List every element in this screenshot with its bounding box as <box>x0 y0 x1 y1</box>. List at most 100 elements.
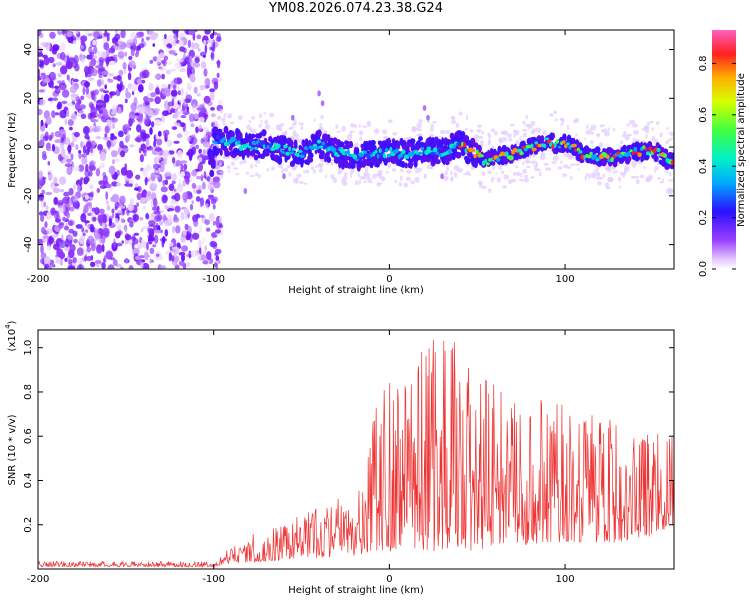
noise-blob <box>62 216 67 222</box>
noise-blob <box>66 166 73 176</box>
noise-blob <box>149 247 155 254</box>
noise-blob <box>63 137 71 145</box>
noise-blob <box>95 168 101 177</box>
ridge-core <box>382 152 387 159</box>
ridge-core <box>376 153 380 159</box>
noise-blob <box>177 150 183 159</box>
noise-blob <box>185 94 193 102</box>
noise-blob <box>205 203 209 208</box>
halo-blob <box>237 115 243 121</box>
halo-blob <box>271 166 275 171</box>
noise-blob <box>38 108 43 116</box>
halo-blob <box>624 165 630 169</box>
noise-blob <box>152 43 156 47</box>
halo-blob <box>589 128 593 131</box>
ridge-core <box>289 151 294 155</box>
halo-blob <box>336 130 341 133</box>
noise-blob <box>127 72 132 81</box>
noise-blob <box>83 66 91 75</box>
noise-blob <box>96 244 103 254</box>
noise-blob <box>105 191 109 200</box>
halo-blob <box>450 119 457 125</box>
halo-blob <box>469 129 474 132</box>
halo-blob <box>525 114 528 120</box>
halo-blob <box>453 172 458 178</box>
halo-blob <box>440 129 446 135</box>
noise-blob <box>190 250 198 257</box>
noise-blob <box>43 56 50 66</box>
noise-blob <box>91 58 97 67</box>
noise-blob <box>144 251 149 261</box>
band-blob <box>217 128 223 134</box>
noise-blob <box>170 89 178 97</box>
band-blob <box>229 130 235 139</box>
spike-blob <box>320 100 325 107</box>
spike-blob <box>243 188 248 194</box>
noise-blob <box>83 125 90 135</box>
halo-blob <box>358 179 361 185</box>
noise-blob <box>200 174 204 182</box>
halo-blob <box>405 176 412 181</box>
noise-blob <box>86 202 91 207</box>
halo-blob <box>357 173 360 178</box>
halo-blob <box>519 136 522 142</box>
noise-blob <box>39 61 45 69</box>
noise-blob <box>66 31 73 38</box>
noise-blob <box>122 123 130 133</box>
halo-blob <box>333 177 337 184</box>
halo-blob <box>653 169 656 173</box>
noise-blob <box>154 169 160 174</box>
ridge-core <box>456 142 461 146</box>
noise-blob <box>134 137 142 143</box>
noise-blob <box>196 175 201 180</box>
halo-blob <box>215 164 220 170</box>
halo-blob <box>612 128 616 132</box>
halo-blob <box>443 176 449 181</box>
noise-blob <box>203 126 208 131</box>
snr-frame <box>37 329 675 570</box>
halo-blob <box>383 135 389 140</box>
noise-blob <box>74 30 80 35</box>
noise-blob <box>190 123 195 128</box>
ridge-core <box>530 143 534 149</box>
band-blob <box>316 129 322 138</box>
noise-blob <box>125 257 129 264</box>
halo-blob <box>488 138 491 143</box>
halo-blob <box>645 134 648 139</box>
halo-blob <box>607 127 611 132</box>
noise-blob <box>84 251 89 255</box>
halo-blob <box>286 165 291 169</box>
noise-blob <box>99 151 107 162</box>
noise-blob <box>148 224 155 228</box>
noise-blob <box>137 84 144 93</box>
noise-blob <box>69 126 73 131</box>
ridge-core <box>504 151 509 157</box>
noise-blob <box>145 36 151 41</box>
halo-blob <box>258 174 261 179</box>
noise-blob <box>108 60 116 66</box>
halo-blob <box>481 130 485 135</box>
ridge-core <box>232 138 237 142</box>
noise-blob <box>155 84 160 89</box>
halo-blob <box>612 170 616 174</box>
noise-blob <box>172 113 179 119</box>
noise-blob <box>59 51 66 61</box>
noise-blob <box>59 176 67 185</box>
noise-blob <box>53 197 59 205</box>
halo-blob <box>575 133 578 136</box>
noise-blob <box>153 234 159 244</box>
halo-blob <box>595 176 602 180</box>
halo-blob <box>570 175 573 180</box>
spectrogram-ytick-label: 20 <box>23 92 34 105</box>
noise-blob <box>136 124 142 133</box>
noise-blob <box>155 133 159 140</box>
noise-blob <box>38 177 43 185</box>
halo-blob <box>392 168 397 172</box>
halo-blob <box>377 173 383 180</box>
noise-blob <box>111 104 117 113</box>
halo-blob <box>632 137 636 140</box>
spike-blob <box>282 173 286 180</box>
noise-blob <box>44 221 48 229</box>
noise-blob <box>97 50 103 57</box>
